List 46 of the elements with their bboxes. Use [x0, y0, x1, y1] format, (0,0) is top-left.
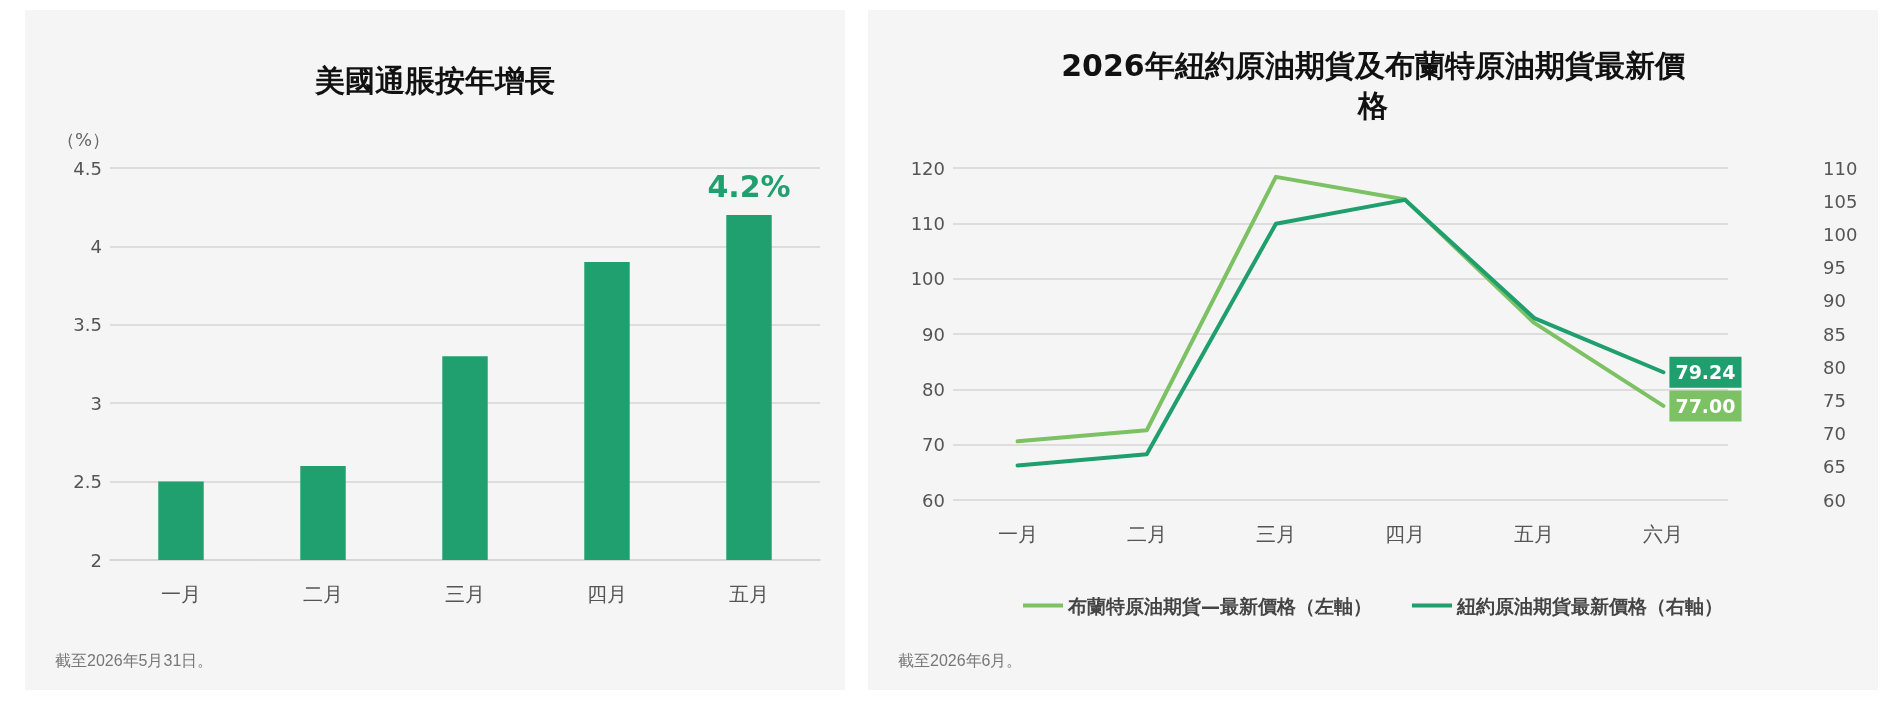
- y2-tick-label: 105: [1823, 190, 1858, 212]
- y-tick-label: 70: [922, 434, 945, 456]
- y-tick-label: 3.5: [73, 314, 102, 336]
- x-tick-label: 五月: [729, 582, 769, 606]
- x-tick-label: 二月: [1126, 522, 1167, 546]
- y2-tick-label: 85: [1823, 323, 1846, 345]
- y2-tick-label: 75: [1823, 389, 1846, 411]
- y-tick-label: 2: [90, 549, 102, 571]
- y-tick-label: 2.5: [73, 471, 102, 493]
- y2-tick-label: 60: [1823, 489, 1846, 511]
- y-tick-label: 80: [922, 378, 945, 400]
- data-label: 77.00: [1675, 394, 1736, 417]
- y-tick-label: 3: [90, 392, 102, 414]
- y2-tick-label: 95: [1823, 257, 1846, 279]
- y-tick-label: 120: [910, 157, 945, 179]
- y-tick-label: 100: [910, 268, 945, 290]
- line-series: [1015, 197, 1666, 468]
- legend-label: 布蘭特原油期貨—最新價格（左軸）: [1067, 594, 1372, 617]
- y-tick-label: 60: [922, 489, 945, 511]
- x-tick-label: 六月: [1643, 522, 1684, 546]
- y2-tick-label: 110: [1823, 157, 1858, 179]
- data-label: 79.24: [1675, 361, 1736, 384]
- y2-tick-label: 65: [1823, 456, 1846, 478]
- y2-tick-label: 90: [1823, 290, 1846, 312]
- x-tick-label: 一月: [161, 582, 201, 606]
- chart-title: 美國通脹按年增長: [314, 62, 555, 98]
- x-tick-label: 二月: [303, 582, 343, 606]
- y-tick-label: 90: [922, 323, 945, 345]
- x-tick-label: 四月: [1385, 522, 1426, 546]
- x-tick-label: 四月: [587, 582, 627, 606]
- x-tick-label: 一月: [997, 522, 1038, 546]
- x-tick-label: 三月: [445, 582, 485, 606]
- text: 截至2026年6月。: [898, 651, 1023, 669]
- y-axis-title: （%）: [56, 128, 110, 150]
- data-label: 4.2%: [707, 168, 791, 204]
- x-tick-label: 三月: [1255, 522, 1296, 546]
- x-tick-label: 五月: [1514, 522, 1555, 546]
- chart-title: 2026年紐約原油期貨及布蘭特原油期貨最新價格: [1061, 47, 1686, 123]
- y-tick-label: 110: [910, 212, 945, 234]
- y-tick-label: 4.5: [73, 157, 102, 179]
- y2-tick-label: 70: [1823, 423, 1846, 445]
- text: 截至2026年5月31日。: [55, 651, 214, 669]
- y2-tick-label: 100: [1823, 223, 1858, 245]
- y-tick-label: 4: [90, 235, 102, 257]
- legend-label: 紐約原油期貨最新價格（右軸）: [1456, 594, 1723, 617]
- y2-tick-label: 80: [1823, 356, 1846, 378]
